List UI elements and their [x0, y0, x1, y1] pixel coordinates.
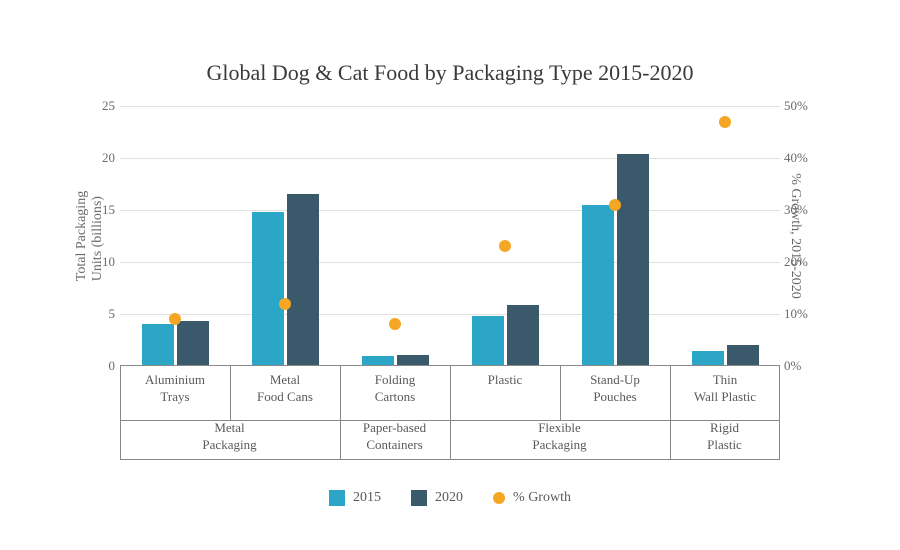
x-category-label: ThinWall Plastic: [670, 372, 780, 420]
y-left-tick: 0: [90, 358, 115, 374]
bar-2015: [252, 212, 284, 366]
y-axis-right-ticks: 0%10%20%30%40%50%: [784, 106, 822, 366]
x-category-label: Stand-UpPouches: [560, 372, 670, 420]
plot-area: Total PackagingUnits (billions) % Growth…: [120, 106, 780, 366]
legend-dot-icon: [493, 492, 505, 504]
legend-item: % Growth: [493, 490, 571, 506]
legend-label: % Growth: [513, 490, 571, 506]
bar-2015: [472, 316, 504, 366]
bar-2020: [617, 154, 649, 366]
y-right-tick: 0%: [784, 358, 822, 374]
y-left-tick: 15: [90, 202, 115, 218]
legend-swatch-icon: [411, 490, 427, 506]
category-block: [230, 106, 340, 366]
y-right-tick: 50%: [784, 98, 822, 114]
bar-2020: [727, 345, 759, 366]
growth-dot: [279, 298, 291, 310]
growth-dot: [499, 240, 511, 252]
chart-title: Global Dog & Cat Food by Packaging Type …: [120, 60, 780, 86]
x-category-label: AluminiumTrays: [120, 372, 230, 420]
x-group-label: RigidPlastic: [670, 420, 780, 460]
y-left-tick: 20: [90, 150, 115, 166]
legend-item: 2020: [411, 490, 463, 506]
category-block: [120, 106, 230, 366]
y-right-tick: 20%: [784, 254, 822, 270]
category-block: [340, 106, 450, 366]
category-block: [670, 106, 780, 366]
x-group-label: FlexiblePackaging: [450, 420, 670, 460]
x-axis-category-labels: AluminiumTraysMetalFood CansFoldingCarto…: [120, 372, 780, 420]
y-right-tick: 40%: [784, 150, 822, 166]
legend-item: 2015: [329, 490, 381, 506]
bar-2015: [142, 324, 174, 366]
bars-layer: [120, 106, 780, 366]
category-block: [450, 106, 560, 366]
x-group-label: Paper-basedContainers: [340, 420, 450, 460]
growth-dot: [609, 199, 621, 211]
category-block: [560, 106, 670, 366]
x-category-label: MetalFood Cans: [230, 372, 340, 420]
x-category-label: FoldingCartons: [340, 372, 450, 420]
growth-dot: [719, 116, 731, 128]
growth-dot: [169, 313, 181, 325]
legend-label: 2020: [435, 490, 463, 506]
y-left-tick: 10: [90, 254, 115, 270]
legend: 2015 2020 % Growth: [120, 490, 780, 506]
y-left-tick: 5: [90, 306, 115, 322]
growth-dot: [389, 318, 401, 330]
y-right-tick: 10%: [784, 306, 822, 322]
y-left-tick: 25: [90, 98, 115, 114]
legend-label: 2015: [353, 490, 381, 506]
y-axis-left-ticks: 0510152025: [90, 106, 115, 366]
x-group-label: MetalPackaging: [120, 420, 340, 460]
legend-swatch-icon: [329, 490, 345, 506]
bar-2015: [692, 351, 724, 366]
bar-2015: [582, 205, 614, 366]
chart-container: Global Dog & Cat Food by Packaging Type …: [0, 0, 900, 550]
x-axis-group-labels: MetalPackagingPaper-basedContainersFlexi…: [120, 420, 780, 460]
bar-2020: [177, 321, 209, 366]
y-right-tick: 30%: [784, 202, 822, 218]
x-category-label: Plastic: [450, 372, 560, 420]
bar-2020: [287, 194, 319, 366]
bar-2020: [507, 305, 539, 366]
